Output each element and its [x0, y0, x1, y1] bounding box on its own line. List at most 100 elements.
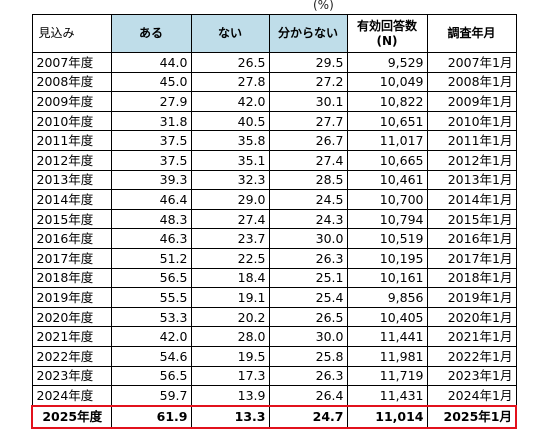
cell-no: 27.4 — [190, 208, 270, 230]
cell-survey-date: 2007年1月 — [426, 52, 517, 73]
cell-yes: 44.0 — [110, 52, 192, 73]
cell-survey-date: 2015年1月 — [426, 208, 517, 230]
cell-no: 27.8 — [190, 71, 270, 93]
cell-year: 2009年度 — [31, 91, 112, 112]
cell-year: 2017年度 — [31, 247, 112, 269]
cell-yes: 46.4 — [110, 189, 192, 210]
header-yes: ある — [110, 14, 192, 53]
cell-no: 13.9 — [190, 385, 270, 407]
cell-no: 32.3 — [190, 169, 270, 191]
cell-unknown: 27.7 — [268, 110, 348, 132]
cell-survey-date: 2021年1月 — [426, 326, 517, 347]
cell-unknown: 30.1 — [268, 91, 348, 112]
table-row: 2011年度 37.5 35.8 26.7 11,017 2011年1月 — [31, 130, 517, 151]
cell-survey-date: 2018年1月 — [426, 267, 517, 289]
cell-no: 42.0 — [190, 91, 270, 112]
cell-year: 2024年度 — [31, 385, 112, 407]
cell-yes: 55.5 — [110, 287, 192, 308]
cell-unknown: 27.2 — [268, 71, 348, 93]
cell-survey-date: 2024年1月 — [426, 385, 517, 407]
cell-survey-date: 2013年1月 — [426, 169, 517, 191]
cell-year: 2015年度 — [31, 208, 112, 230]
cell-unknown: 24.5 — [268, 189, 348, 210]
cell-yes: 37.5 — [110, 149, 192, 171]
cell-unknown: 26.5 — [268, 306, 348, 328]
table-row: 2017年度 51.2 22.5 26.3 10,195 2017年1月 — [31, 247, 517, 269]
cell-responses: 11,014 — [346, 404, 428, 429]
cell-no: 13.3 — [190, 404, 270, 429]
cell-no: 17.3 — [190, 365, 270, 387]
cell-no: 26.5 — [190, 52, 270, 73]
cell-unknown: 26.3 — [268, 365, 348, 387]
cell-responses: 9,529 — [346, 52, 428, 73]
cell-responses: 11,431 — [346, 385, 428, 407]
cell-responses: 10,519 — [346, 228, 428, 249]
cell-year: 2010年度 — [31, 110, 112, 132]
table-row: 2010年度 31.8 40.5 27.7 10,651 2010年1月 — [31, 110, 517, 132]
cell-unknown: 25.8 — [268, 345, 348, 367]
cell-survey-date: 2020年1月 — [426, 306, 517, 328]
table-header: 見込み ある ない 分からない 有効回答数 (N) 調査年月 — [31, 14, 517, 53]
header-responses: 有効回答数 (N) — [346, 14, 428, 53]
cell-survey-date: 2017年1月 — [426, 247, 517, 269]
cell-yes: 39.3 — [110, 169, 192, 191]
cell-yes: 48.3 — [110, 208, 192, 230]
cell-year: 2022年度 — [31, 345, 112, 367]
cell-unknown: 26.4 — [268, 385, 348, 407]
cell-survey-date: 2011年1月 — [426, 130, 517, 151]
cell-responses: 10,651 — [346, 110, 428, 132]
table-row: 2007年度 44.0 26.5 29.5 9,529 2007年1月 — [31, 52, 517, 73]
cell-responses: 10,822 — [346, 91, 428, 112]
table-row: 2020年度 53.3 20.2 26.5 10,405 2020年1月 — [31, 306, 517, 328]
cell-no: 20.2 — [190, 306, 270, 328]
cell-survey-date: 2016年1月 — [426, 228, 517, 249]
table-row: 2015年度 48.3 27.4 24.3 10,794 2015年1月 — [31, 208, 517, 230]
cell-yes: 54.6 — [110, 345, 192, 367]
cell-no: 22.5 — [190, 247, 270, 269]
cell-no: 29.0 — [190, 189, 270, 210]
header-responses-line2: (N) — [376, 33, 398, 48]
cell-survey-date: 2022年1月 — [426, 345, 517, 367]
cell-survey-date: 2019年1月 — [426, 287, 517, 308]
cell-unknown: 24.3 — [268, 208, 348, 230]
table-body: 2007年度 44.0 26.5 29.5 9,529 2007年1月 2008年度 45.0… — [31, 52, 517, 429]
cell-survey-date: 2014年1月 — [426, 189, 517, 210]
cell-responses: 10,665 — [346, 149, 428, 171]
cell-yes: 61.9 — [110, 404, 192, 429]
cell-unknown: 25.4 — [268, 287, 348, 308]
cell-year: 2011年度 — [31, 130, 112, 151]
cell-no: 40.5 — [190, 110, 270, 132]
cell-unknown: 30.0 — [268, 228, 348, 249]
cell-responses: 10,461 — [346, 169, 428, 191]
cell-no: 19.5 — [190, 345, 270, 367]
cell-year: 2012年度 — [31, 149, 112, 171]
cell-unknown: 26.3 — [268, 247, 348, 269]
cell-unknown: 25.1 — [268, 267, 348, 289]
table-row: 2018年度 56.5 18.4 25.1 10,161 2018年1月 — [31, 267, 517, 289]
header-unknown: 分からない — [268, 14, 348, 53]
cell-year: 2025年度 — [31, 404, 112, 429]
table-row: 2016年度 46.3 23.7 30.0 10,519 2016年1月 — [31, 228, 517, 249]
cell-year: 2008年度 — [31, 71, 112, 93]
header-year: 見込み — [31, 14, 112, 53]
cell-survey-date: 2008年1月 — [426, 71, 517, 93]
table-row: 2024年度 59.7 13.9 26.4 11,431 2024年1月 — [31, 385, 517, 407]
cell-yes: 45.0 — [110, 71, 192, 93]
table-row-highlighted: 2025年度 61.9 13.3 24.7 11,014 2025年1月 — [31, 404, 517, 429]
cell-unknown: 27.4 — [268, 149, 348, 171]
cell-unknown: 29.5 — [268, 52, 348, 73]
cell-responses: 10,195 — [346, 247, 428, 269]
table-row: 2013年度 39.3 32.3 28.5 10,461 2013年1月 — [31, 169, 517, 191]
table-row: 2014年度 46.4 29.0 24.5 10,700 2014年1月 — [31, 189, 517, 210]
cell-year: 2021年度 — [31, 326, 112, 347]
table-row: 2022年度 54.6 19.5 25.8 11,981 2022年1月 — [31, 345, 517, 367]
cell-responses: 11,719 — [346, 365, 428, 387]
cell-survey-date: 2023年1月 — [426, 365, 517, 387]
cell-responses: 11,981 — [346, 345, 428, 367]
cell-yes: 59.7 — [110, 385, 192, 407]
cell-responses: 10,794 — [346, 208, 428, 230]
survey-table: 見込み ある ない 分からない 有効回答数 (N) 調査年月 2007年度 44.… — [31, 14, 517, 429]
cell-responses: 10,049 — [346, 71, 428, 93]
cell-year: 2007年度 — [31, 52, 112, 73]
cell-responses: 10,161 — [346, 267, 428, 289]
